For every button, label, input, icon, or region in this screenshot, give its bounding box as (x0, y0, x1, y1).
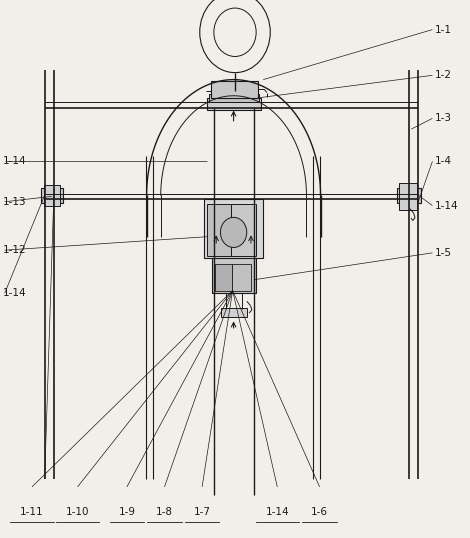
Bar (212, 258, 256, 293)
Text: 1-6: 1-6 (311, 507, 328, 517)
Text: 1-14: 1-14 (435, 201, 458, 210)
Text: 1-2: 1-2 (435, 70, 452, 80)
Text: 1-3: 1-3 (435, 114, 452, 123)
Text: 1-13: 1-13 (2, 197, 26, 207)
Bar (211, 81, 258, 98)
Bar (204, 199, 263, 258)
Text: 1-5: 1-5 (435, 248, 452, 258)
Bar (399, 183, 417, 210)
Bar (231, 204, 256, 256)
Text: 1-7: 1-7 (194, 507, 211, 517)
Text: 1-8: 1-8 (156, 507, 173, 517)
Text: 1-14: 1-14 (266, 507, 289, 517)
Bar (232, 264, 251, 291)
Text: 1-10: 1-10 (66, 507, 89, 517)
Bar (207, 204, 231, 256)
Text: 1-4: 1-4 (435, 157, 452, 166)
Bar (207, 98, 261, 110)
Text: 1-9: 1-9 (118, 507, 135, 517)
Bar (209, 94, 258, 102)
Bar (221, 308, 247, 317)
Bar (215, 264, 232, 291)
Text: 1-12: 1-12 (2, 245, 26, 255)
Text: 1-14: 1-14 (2, 157, 26, 166)
Bar (397, 188, 421, 203)
Bar (44, 185, 60, 206)
Text: 1-11: 1-11 (20, 507, 44, 517)
Circle shape (220, 217, 247, 247)
Text: 1-1: 1-1 (435, 25, 452, 34)
Text: 1-14: 1-14 (2, 288, 26, 298)
Bar (41, 188, 63, 203)
